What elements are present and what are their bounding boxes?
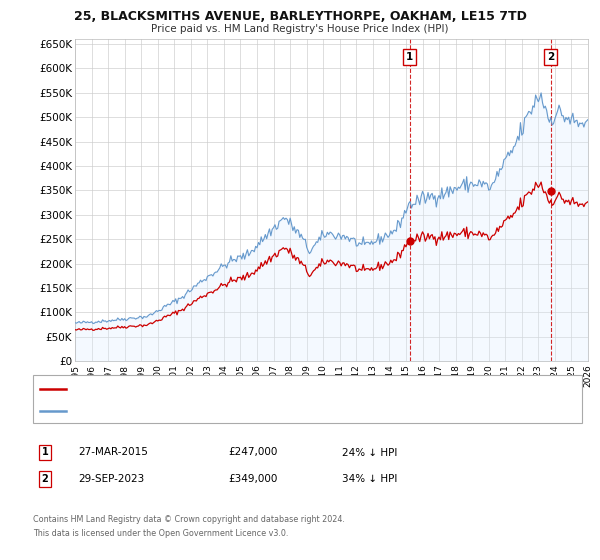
Text: HPI: Average price, detached house, Rutland: HPI: Average price, detached house, Rutl… bbox=[70, 407, 263, 416]
Text: £247,000: £247,000 bbox=[228, 447, 277, 458]
Text: 34% ↓ HPI: 34% ↓ HPI bbox=[342, 474, 397, 484]
Text: £349,000: £349,000 bbox=[228, 474, 277, 484]
Text: Contains HM Land Registry data © Crown copyright and database right 2024.: Contains HM Land Registry data © Crown c… bbox=[33, 515, 345, 524]
Text: 2: 2 bbox=[547, 52, 554, 62]
Text: 2: 2 bbox=[41, 474, 49, 484]
Text: Price paid vs. HM Land Registry's House Price Index (HPI): Price paid vs. HM Land Registry's House … bbox=[151, 24, 449, 34]
Text: This data is licensed under the Open Government Licence v3.0.: This data is licensed under the Open Gov… bbox=[33, 529, 289, 538]
Text: 1: 1 bbox=[41, 447, 49, 458]
Text: 24% ↓ HPI: 24% ↓ HPI bbox=[342, 447, 397, 458]
Text: 29-SEP-2023: 29-SEP-2023 bbox=[78, 474, 144, 484]
Text: 25, BLACKSMITHS AVENUE, BARLEYTHORPE, OAKHAM, LE15 7TD (detached house): 25, BLACKSMITHS AVENUE, BARLEYTHORPE, OA… bbox=[70, 384, 428, 393]
Text: 1: 1 bbox=[406, 52, 413, 62]
Text: 27-MAR-2015: 27-MAR-2015 bbox=[78, 447, 148, 458]
Text: 25, BLACKSMITHS AVENUE, BARLEYTHORPE, OAKHAM, LE15 7TD: 25, BLACKSMITHS AVENUE, BARLEYTHORPE, OA… bbox=[74, 10, 526, 22]
